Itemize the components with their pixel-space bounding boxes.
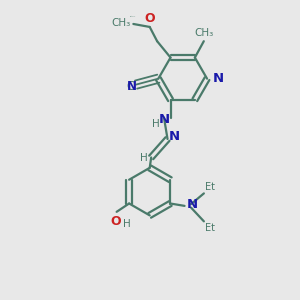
Text: O: O <box>144 12 155 25</box>
Text: N: N <box>186 198 197 211</box>
Text: H: H <box>152 119 160 129</box>
Text: O: O <box>111 215 121 228</box>
Text: H: H <box>140 153 148 163</box>
Text: methoxy: methoxy <box>130 15 136 16</box>
Text: N: N <box>169 130 180 143</box>
Text: Et: Et <box>206 182 215 192</box>
Text: N: N <box>127 80 136 93</box>
Text: Et: Et <box>206 223 215 232</box>
Text: H: H <box>123 219 131 229</box>
Text: N: N <box>158 112 169 126</box>
Text: C: C <box>126 80 134 93</box>
Text: CH₃: CH₃ <box>194 28 213 38</box>
Text: CH₃: CH₃ <box>112 18 131 28</box>
Text: N: N <box>212 72 224 85</box>
